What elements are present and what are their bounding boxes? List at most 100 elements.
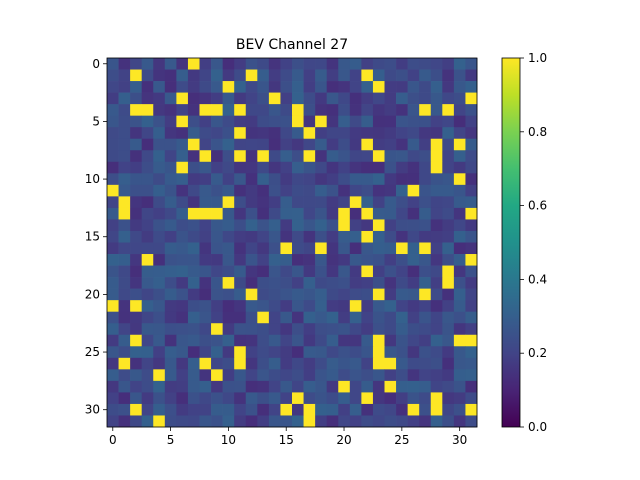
heatmap-cell <box>453 81 466 93</box>
heatmap-cell <box>326 346 339 359</box>
heatmap-cell <box>338 150 351 163</box>
heatmap-cell <box>384 380 397 393</box>
heatmap-cell <box>187 219 200 232</box>
heatmap-cell <box>349 173 362 186</box>
heatmap-cell <box>372 207 385 220</box>
heatmap-cell <box>280 173 293 186</box>
heatmap-cell <box>199 369 212 382</box>
heatmap-cell <box>372 415 385 428</box>
heatmap-cell <box>153 311 166 324</box>
heatmap-cell <box>118 334 131 347</box>
heatmap-cell <box>245 311 258 324</box>
heatmap-cell <box>442 115 455 128</box>
heatmap-cell <box>361 207 374 220</box>
colorbar-axis: 0.0 0.2 0.4 0.6 0.8 1.0 <box>520 51 547 434</box>
heatmap-cell <box>372 69 385 82</box>
heatmap-cell <box>141 161 154 174</box>
heatmap-cell <box>326 104 339 117</box>
heatmap-cell <box>419 334 432 347</box>
heatmap-cell <box>396 115 408 128</box>
heatmap-cell <box>107 311 119 324</box>
heatmap-cell <box>118 127 131 140</box>
heatmap-cell <box>199 219 212 232</box>
heatmap-cell <box>349 104 362 117</box>
heatmap-cell <box>130 219 143 232</box>
heatmap-cell <box>407 300 420 313</box>
heatmap-cell <box>164 196 177 209</box>
heatmap-cell <box>211 300 223 313</box>
heatmap-cell <box>396 288 408 301</box>
heatmap-cell <box>280 127 293 140</box>
heatmap-cell <box>419 196 432 209</box>
heatmap-cell <box>384 69 397 82</box>
heatmap-cell <box>153 288 166 301</box>
heatmap-cell <box>118 380 131 393</box>
heatmap-cell <box>292 207 304 220</box>
heatmap-cell <box>372 81 385 93</box>
heatmap-cell <box>118 288 131 301</box>
heatmap-cell <box>315 288 328 301</box>
heatmap-cell <box>326 58 339 70</box>
heatmap-cell <box>118 150 131 163</box>
heatmap-cell <box>303 81 316 93</box>
heatmap-cell <box>384 369 397 382</box>
heatmap-cell <box>361 104 374 117</box>
heatmap-cell <box>280 277 293 289</box>
heatmap-cell <box>245 127 258 140</box>
heatmap-cell <box>176 184 189 197</box>
heatmap-cell <box>407 415 420 428</box>
heatmap-cell <box>465 230 478 243</box>
heatmap-cell <box>199 242 212 255</box>
heatmap-cell <box>164 127 177 140</box>
heatmap-cell <box>164 92 177 105</box>
heatmap-cell <box>315 369 328 382</box>
heatmap-cell <box>407 92 420 105</box>
heatmap-cell <box>442 254 455 266</box>
heatmap-cell <box>430 58 443 70</box>
heatmap-cell <box>465 127 478 140</box>
heatmap-cell <box>361 69 374 82</box>
heatmap-cell <box>384 403 397 416</box>
heatmap-cell <box>222 58 235 70</box>
heatmap-cell <box>396 380 408 393</box>
heatmap-cell <box>453 207 466 220</box>
heatmap-cell <box>257 380 270 393</box>
heatmap-cell <box>361 150 374 163</box>
heatmap-cell <box>234 138 247 151</box>
heatmap-cell <box>384 346 397 359</box>
heatmap-cell <box>268 92 281 105</box>
heatmap-cell <box>268 138 281 151</box>
heatmap-cell <box>211 219 223 232</box>
heatmap-cell <box>268 184 281 197</box>
heatmap-cell <box>118 104 131 117</box>
heatmap-cell <box>349 207 362 220</box>
heatmap-cell <box>361 127 374 140</box>
heatmap-cell <box>234 403 247 416</box>
heatmap-cell <box>257 115 270 128</box>
heatmap-cell <box>199 58 212 70</box>
heatmap-cell <box>349 150 362 163</box>
heatmap-cell <box>442 196 455 209</box>
heatmap-cell <box>338 300 351 313</box>
heatmap-cell <box>107 369 119 382</box>
heatmap-cell <box>234 357 247 370</box>
heatmap-cell <box>187 150 200 163</box>
heatmap-cell <box>315 300 328 313</box>
heatmap-cell <box>396 230 408 243</box>
heatmap-cell <box>453 242 466 255</box>
heatmap-cell <box>280 150 293 163</box>
heatmap-cell <box>280 230 293 243</box>
heatmap-cell <box>407 334 420 347</box>
heatmap-cell <box>211 69 223 82</box>
heatmap-cell <box>118 277 131 289</box>
heatmap-cell <box>303 115 316 128</box>
heatmap-cell <box>187 104 200 117</box>
heatmap-cell <box>338 403 351 416</box>
heatmap-cell <box>187 392 200 405</box>
heatmap-cell <box>361 334 374 347</box>
heatmap-cell <box>384 254 397 266</box>
heatmap-cell <box>107 161 119 174</box>
heatmap-cell <box>442 392 455 405</box>
heatmap-cell <box>107 115 119 128</box>
heatmap-cell <box>315 115 328 128</box>
